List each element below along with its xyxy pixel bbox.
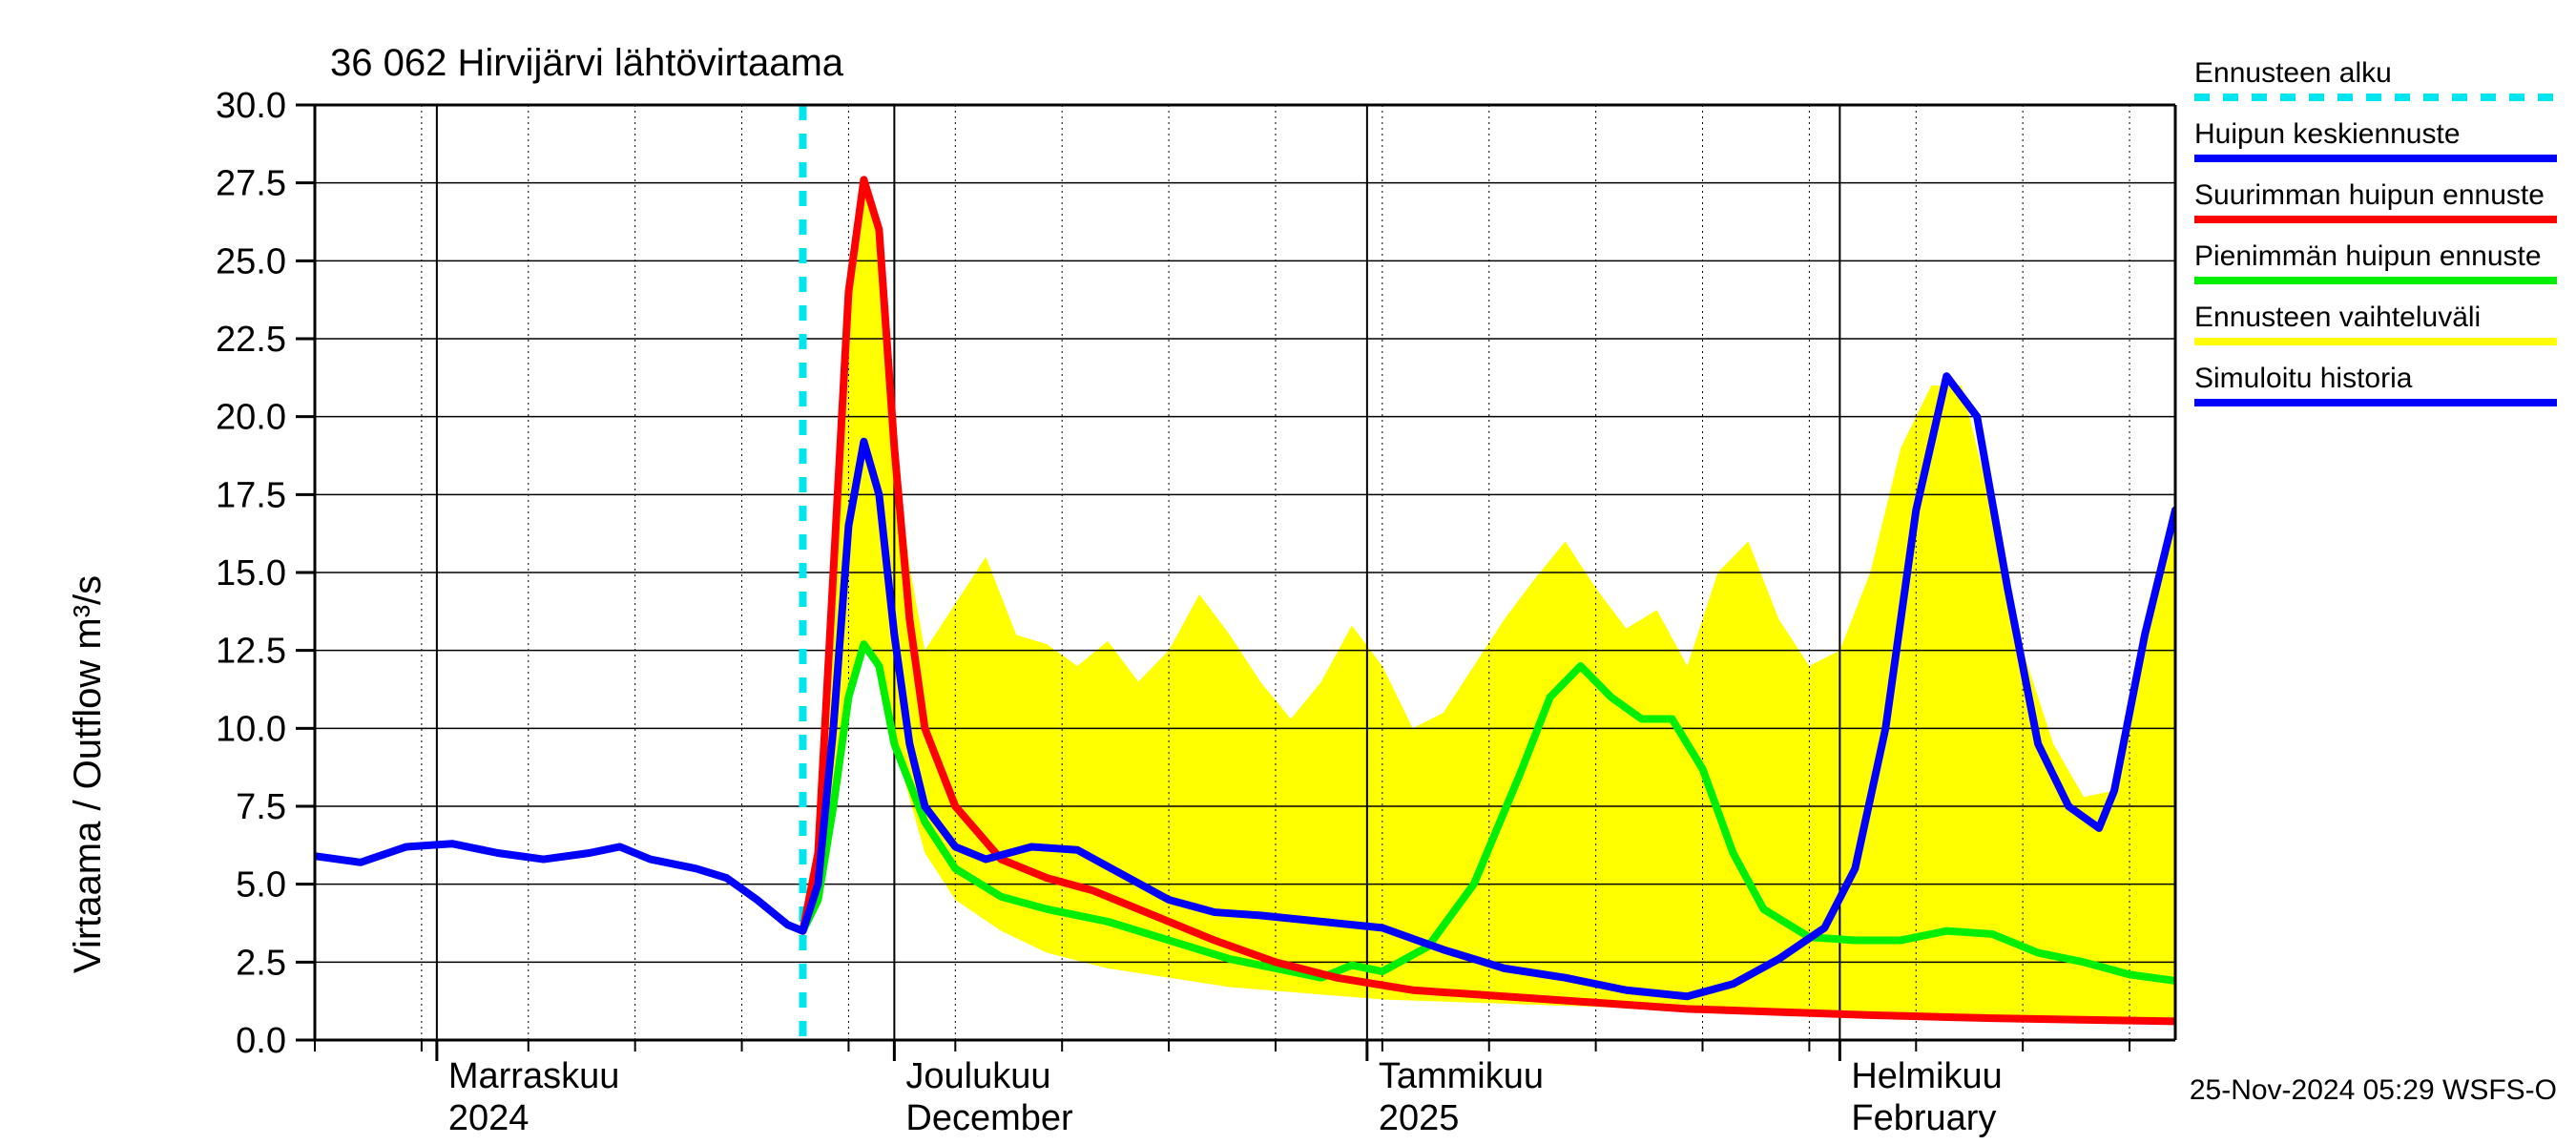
legend-item: Ennusteen alku — [2194, 57, 2557, 101]
svg-text:2024: 2024 — [448, 1098, 530, 1138]
svg-text:Helmikuu: Helmikuu — [1851, 1056, 2002, 1096]
svg-text:February: February — [1851, 1098, 1996, 1138]
chart-svg: Marraskuu2024 JoulukuuDecember Tammikuu202… — [0, 0, 2576, 1145]
svg-text:Marraskuu: Marraskuu — [448, 1056, 620, 1096]
svg-text:0.0: 0.0 — [236, 1021, 286, 1061]
svg-text:22.5: 22.5 — [216, 320, 286, 360]
chart-container: 36 062 Hirvijärvi lähtövirtaama Virtaama… — [0, 0, 2576, 1145]
legend-label: Pienimmän huipun ennuste — [2194, 240, 2557, 273]
svg-text:5.0: 5.0 — [236, 865, 286, 906]
legend-label: Huipun keskiennuste — [2194, 118, 2557, 151]
svg-text:12.5: 12.5 — [216, 632, 286, 672]
svg-text:17.5: 17.5 — [216, 475, 286, 515]
legend-swatch — [2194, 277, 2557, 284]
legend-swatch — [2194, 399, 2557, 406]
legend-label: Ennusteen vaihteluväli — [2194, 302, 2557, 334]
svg-text:25.0: 25.0 — [216, 241, 286, 281]
svg-text:2.5: 2.5 — [236, 943, 286, 983]
legend-item: Suurimman huipun ennuste — [2194, 179, 2557, 223]
svg-text:27.5: 27.5 — [216, 164, 286, 204]
svg-text:10.0: 10.0 — [216, 709, 286, 749]
legend-swatch — [2194, 155, 2557, 162]
legend-swatch — [2194, 216, 2557, 223]
svg-text:Tammikuu: Tammikuu — [1379, 1056, 1544, 1096]
legend-swatch — [2194, 94, 2557, 101]
svg-text:2025: 2025 — [1379, 1098, 1460, 1138]
legend-label: Ennusteen alku — [2194, 57, 2557, 90]
svg-text:30.0: 30.0 — [216, 86, 286, 126]
legend-item: Simuloitu historia — [2194, 363, 2557, 406]
svg-text:15.0: 15.0 — [216, 553, 286, 593]
legend-swatch — [2194, 338, 2557, 345]
legend-label: Suurimman huipun ennuste — [2194, 179, 2557, 212]
legend-label: Simuloitu historia — [2194, 363, 2557, 395]
footer-timestamp: 25-Nov-2024 05:29 WSFS-O — [2190, 1074, 2557, 1107]
legend-item: Huipun keskiennuste — [2194, 118, 2557, 162]
legend-item: Ennusteen vaihteluväli — [2194, 302, 2557, 345]
legend: Ennusteen alku Huipun keskiennuste Suurimm… — [2194, 57, 2557, 424]
svg-text:Joulukuu: Joulukuu — [905, 1056, 1050, 1096]
legend-item: Pienimmän huipun ennuste — [2194, 240, 2557, 284]
svg-text:7.5: 7.5 — [236, 787, 286, 827]
svg-text:December: December — [905, 1098, 1073, 1138]
svg-text:20.0: 20.0 — [216, 398, 286, 438]
